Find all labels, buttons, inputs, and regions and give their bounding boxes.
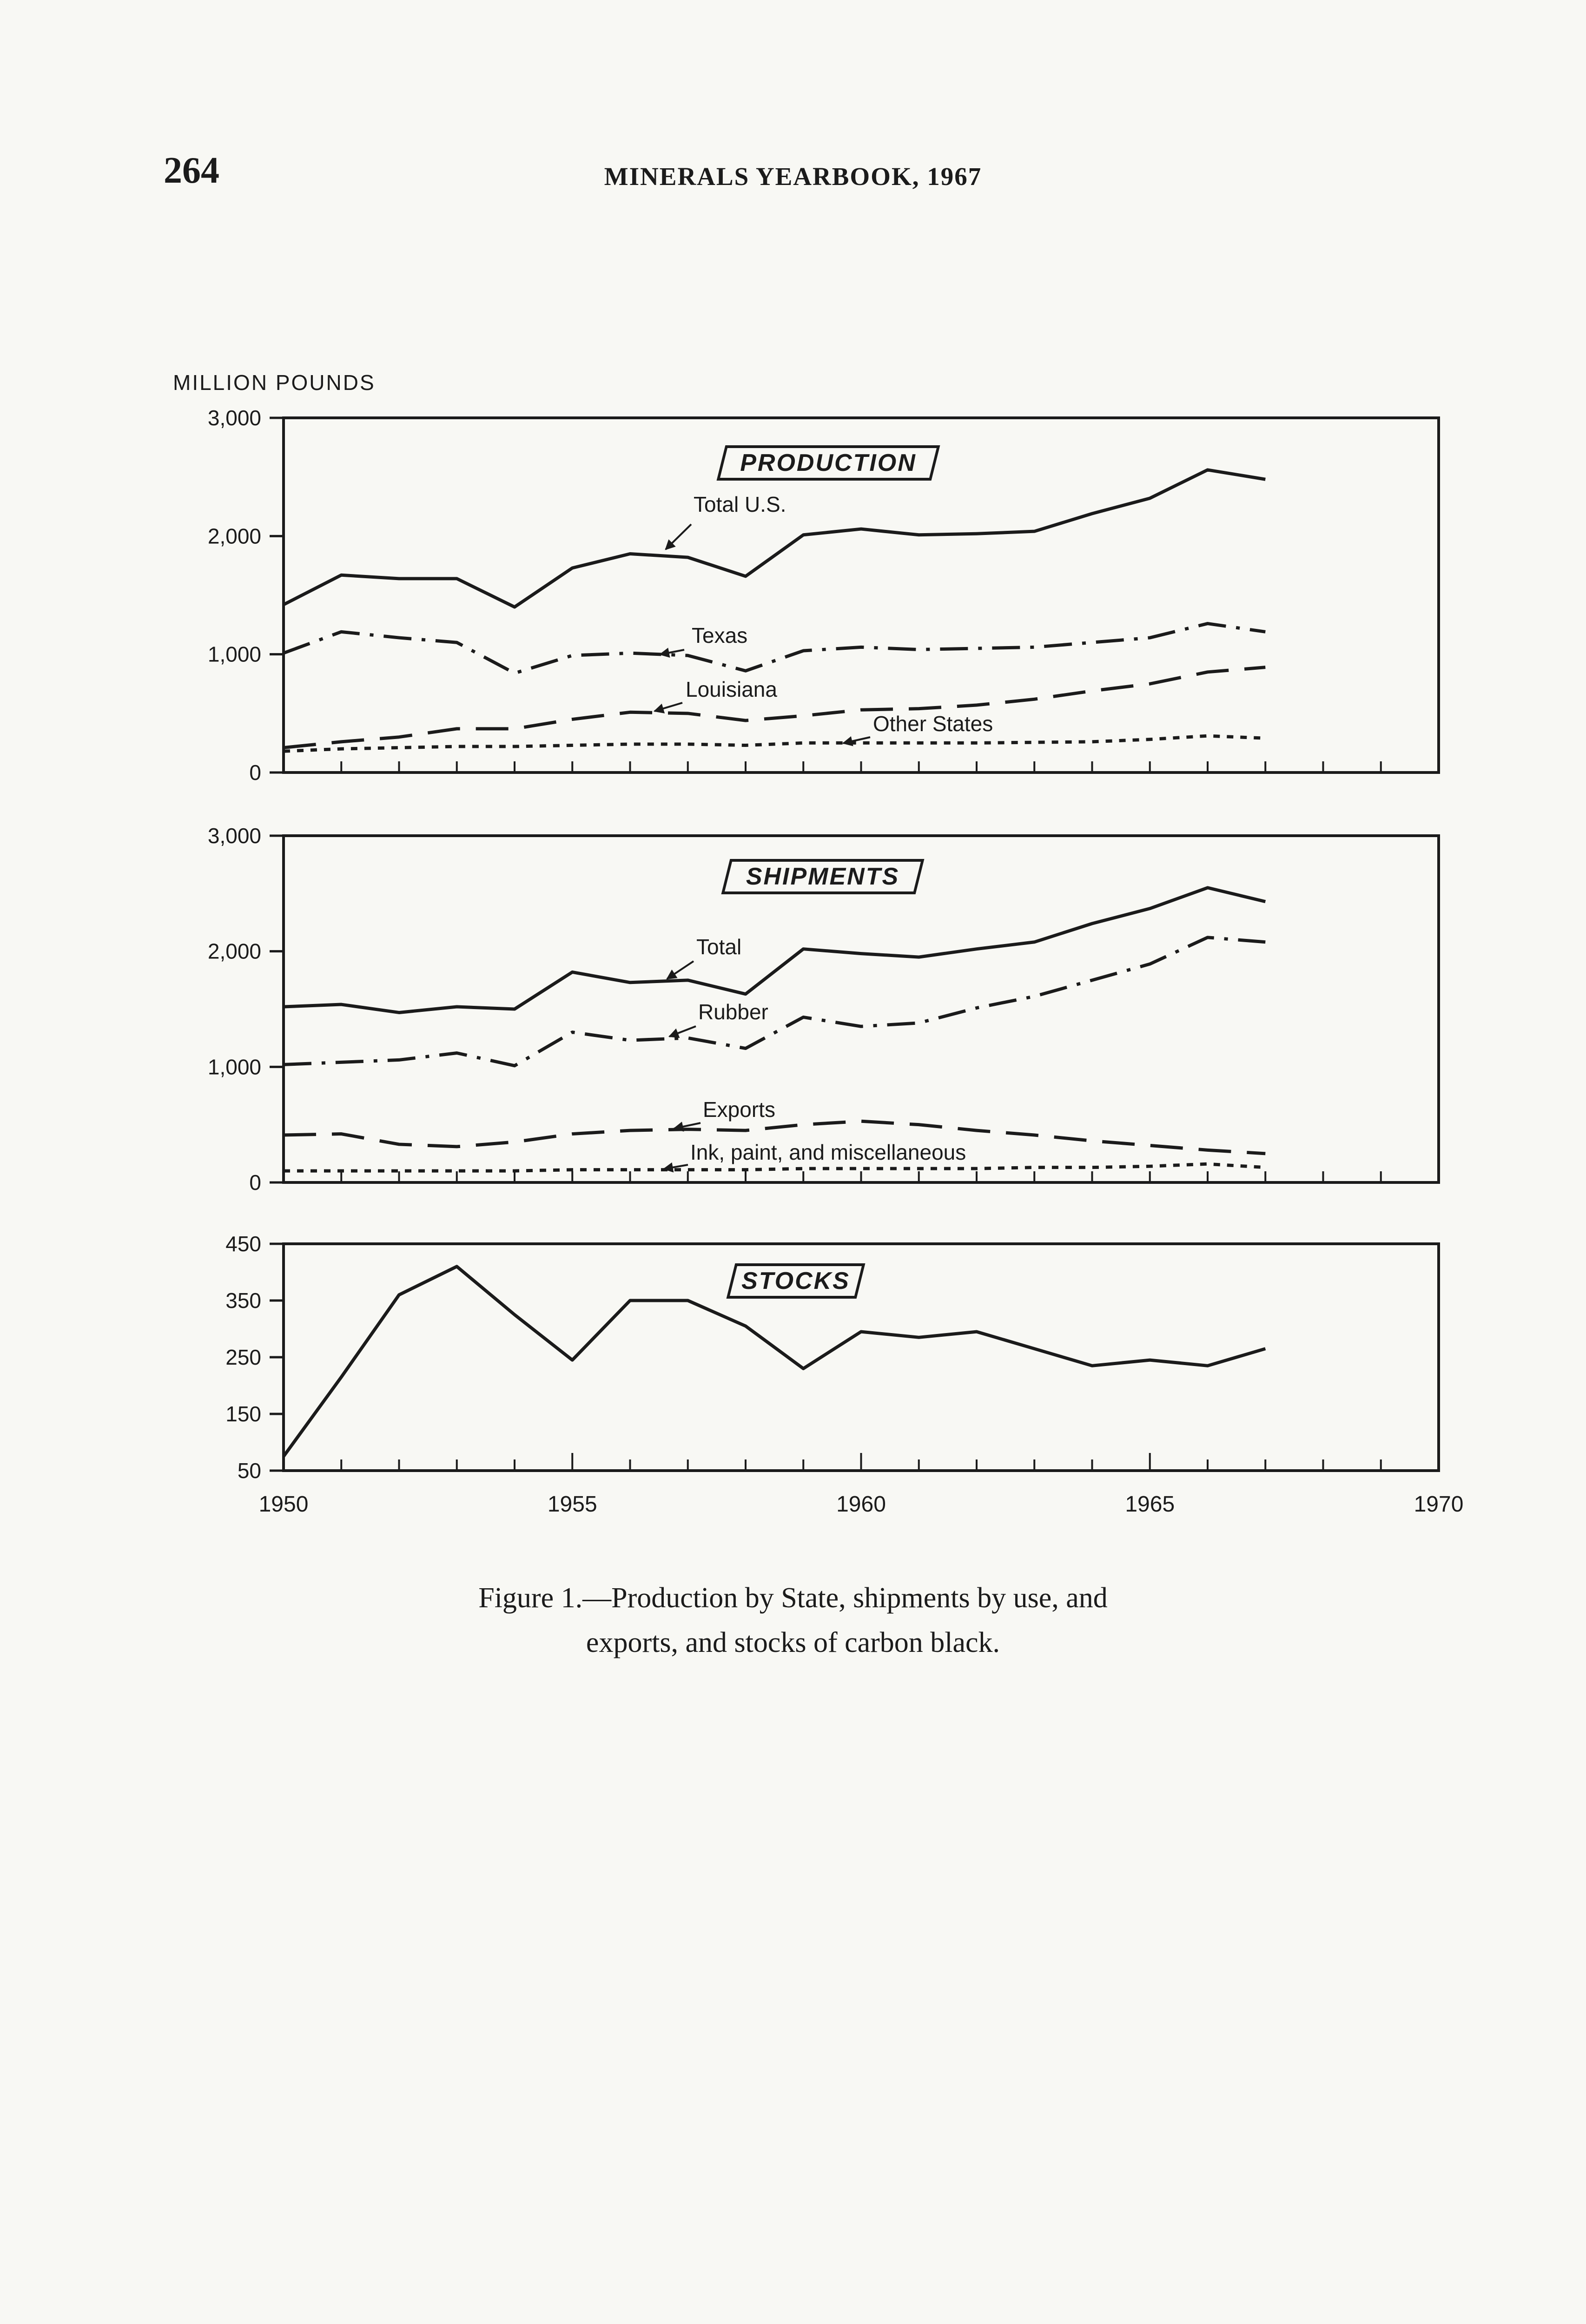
chart-title-text: PRODUCTION <box>740 449 917 476</box>
y-axis-ticks: 3,000 2,000 1,000 0 <box>208 824 284 1195</box>
x-tick-label: 1970 <box>1414 1492 1464 1517</box>
y-tick-label: 450 <box>225 1232 261 1256</box>
chart-stocks: 450 350 250 150 50 <box>225 1232 1440 1483</box>
series-line-ink-paint-and-miscellaneous <box>284 1162 1266 1173</box>
annotation-total: Total <box>696 935 742 959</box>
series-line-total-u-s <box>283 468 1266 609</box>
page-header-title: MINERALS YEARBOOK, 1967 <box>604 162 982 191</box>
figure-caption-line1: Figure 1.—Production by State, shipments… <box>478 1582 1108 1614</box>
series-line-total <box>283 886 1266 1014</box>
annotation-arrow-texas <box>659 647 685 658</box>
y-tick-label: 150 <box>225 1402 261 1426</box>
annotation-texas: Texas <box>692 623 748 647</box>
chart-title-production: PRODUCTION <box>716 445 940 481</box>
series-line-other-states <box>283 734 1266 753</box>
y-tick-label: 3,000 <box>208 406 261 430</box>
chart-title-stocks: STOCKS <box>726 1263 866 1299</box>
page-number: 264 <box>164 150 219 191</box>
annotation-arrow-other-states <box>842 736 871 746</box>
annotation-other-states: Other States <box>873 712 993 736</box>
chart-title-text: STOCKS <box>741 1268 850 1294</box>
y-tick-label: 2,000 <box>208 939 261 964</box>
annotation-arrow-rubber <box>668 1025 696 1038</box>
x-axis-ticks <box>340 761 1382 772</box>
annotation-rubber: Rubber <box>698 1000 768 1024</box>
annotation-arrow-total <box>666 960 694 980</box>
y-tick-label: 2,000 <box>208 524 261 548</box>
annotation-exports: Exports <box>703 1097 775 1122</box>
y-tick-label: 0 <box>249 760 261 785</box>
x-axis-labels: 1950 1955 1960 1965 1970 <box>259 1492 1464 1517</box>
annotation-ink-paint-misc: Ink, paint, and miscellaneous <box>690 1140 966 1164</box>
series-line-texas <box>283 622 1266 675</box>
series-line-exports <box>283 1119 1266 1155</box>
y-axis-units-label: MILLION POUNDS <box>173 370 376 395</box>
annotation-arrow-ink-paint-and-miscellaneous <box>662 1162 688 1173</box>
figure-caption: Figure 1.—Production by State, shipments… <box>0 1576 1586 1665</box>
series-line-rubber <box>283 936 1266 1068</box>
series-line-stocks <box>282 1265 1266 1458</box>
chart-title-shipments: SHIPMENTS <box>721 859 925 894</box>
y-tick-label: 1,000 <box>208 1055 261 1079</box>
annotation-arrow-total-u-s <box>665 523 692 550</box>
y-tick-label: 0 <box>249 1170 261 1195</box>
series-line-louisiana <box>283 666 1266 750</box>
y-tick-label: 250 <box>225 1345 261 1369</box>
x-axis-ticks <box>340 1453 1382 1471</box>
y-tick-label: 1,000 <box>208 642 261 667</box>
figure-caption-line2: exports, and stocks of carbon black. <box>586 1627 1000 1659</box>
chart-title-text: SHIPMENTS <box>746 863 900 890</box>
y-tick-label: 3,000 <box>208 824 261 848</box>
y-axis-ticks: 450 350 250 150 50 <box>225 1232 284 1483</box>
chart-shipments: 3,000 2,000 1,000 0 <box>208 824 1440 1195</box>
y-axis-ticks: 3,000 2,000 1,000 0 <box>208 406 284 785</box>
x-tick-label: 1955 <box>548 1492 597 1517</box>
x-tick-label: 1960 <box>836 1492 886 1517</box>
x-tick-label: 1965 <box>1125 1492 1175 1517</box>
annotation-louisiana: Louisiana <box>686 677 777 701</box>
x-axis-ticks <box>340 1171 1382 1182</box>
annotation-arrow-exports <box>673 1122 701 1132</box>
y-tick-label: 50 <box>238 1459 261 1483</box>
x-tick-label: 1950 <box>259 1492 309 1517</box>
annotation-total-us: Total U.S. <box>694 492 786 516</box>
chart-production: 3,000 2,000 1,000 0 <box>208 406 1440 785</box>
annotation-arrow-louisiana <box>653 702 683 713</box>
y-tick-label: 350 <box>225 1288 261 1313</box>
